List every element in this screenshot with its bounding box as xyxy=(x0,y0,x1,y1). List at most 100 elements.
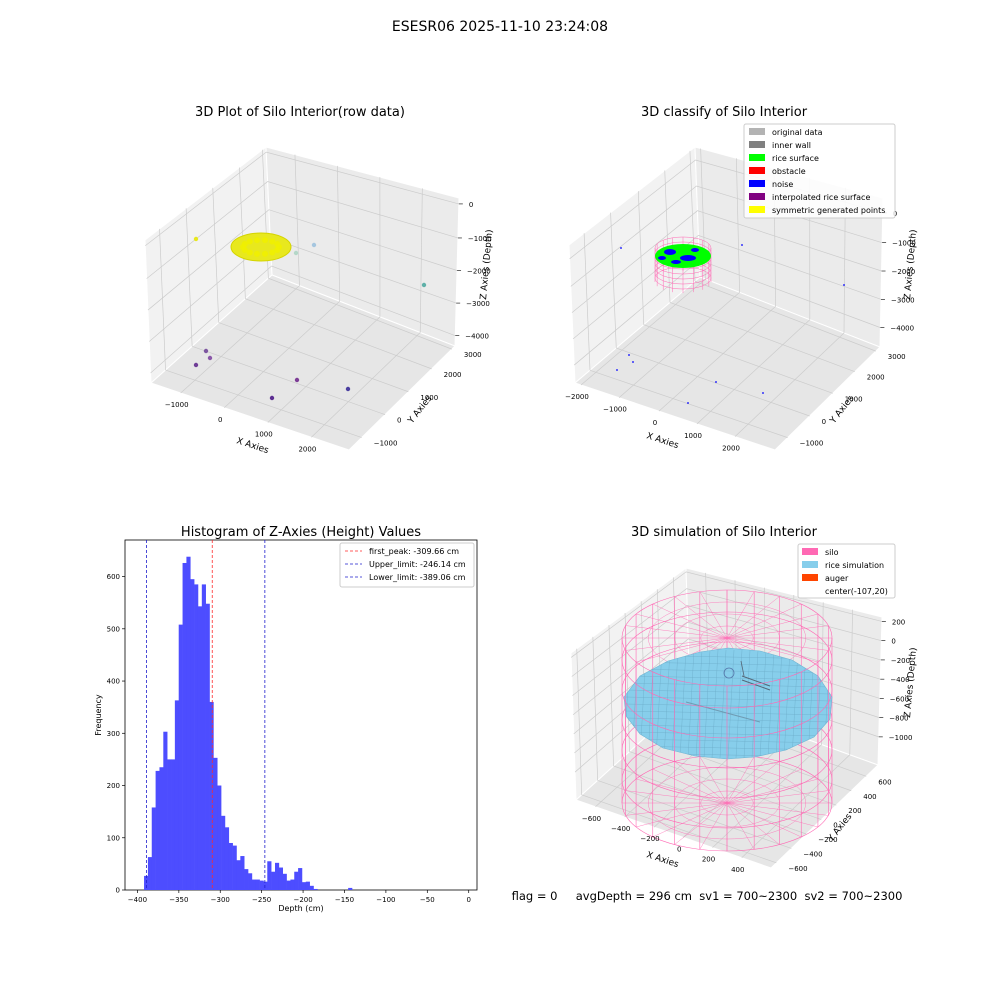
gridline xyxy=(669,302,855,373)
sim-auger xyxy=(685,660,771,723)
raw-point xyxy=(274,247,281,254)
gridline xyxy=(570,571,882,658)
gridline xyxy=(610,212,617,349)
histogram-bar xyxy=(267,861,272,890)
legend-label: first_peak: -309.66 cm xyxy=(369,547,459,556)
silo-ring xyxy=(621,749,833,799)
x-tick-label: −2000 xyxy=(565,393,589,401)
gridline xyxy=(212,187,220,323)
gridline xyxy=(165,369,362,438)
histogram-bar xyxy=(194,584,199,890)
gridline xyxy=(736,158,740,293)
x-tick-label: −1000 xyxy=(165,401,189,409)
histogram-bar xyxy=(298,868,303,890)
sim-z-ticks: 200 0 −200 −400 −600 −800 −1000 xyxy=(878,618,912,742)
raw-point xyxy=(345,386,351,392)
histogram-bar xyxy=(274,862,280,890)
rice-mesh-line xyxy=(687,649,695,759)
y-tick-label: −200 xyxy=(818,836,837,844)
rice-mesh-line xyxy=(759,649,767,759)
histogram-y-axis-label: Frequency xyxy=(94,694,103,736)
gridline xyxy=(239,167,246,299)
x-tick-label: 0 xyxy=(677,845,681,853)
classify-x-axis-label: X Axies xyxy=(645,431,680,451)
y-tick-label: 600 xyxy=(107,573,120,581)
gridline xyxy=(267,316,381,423)
histogram-x-axis-label: Depth (cm) xyxy=(278,904,323,913)
sim-rice-surface xyxy=(623,647,833,760)
z-tick-label: −3000 xyxy=(891,296,915,304)
histogram-bar xyxy=(167,759,172,890)
x-tick-label: 2000 xyxy=(722,445,740,453)
silo-ring xyxy=(621,659,833,709)
gridline xyxy=(658,306,776,412)
x-tick-label: −300 xyxy=(211,896,230,904)
histogram-bar xyxy=(186,556,191,890)
legend-label: Lower_limit: -389.06 cm xyxy=(369,573,466,582)
histogram-x-ticks: −400 −350 −300 −250 −200 −150 −100 −50 0 xyxy=(128,890,471,904)
gridline xyxy=(576,648,583,795)
raw-point xyxy=(262,237,269,244)
gridline xyxy=(618,292,740,399)
y-tick-label: 200 xyxy=(107,782,120,790)
classify-floor-pane xyxy=(574,276,881,451)
histogram-bar xyxy=(244,869,249,890)
classify-noise-points xyxy=(616,244,845,404)
raw-point xyxy=(241,240,248,247)
x-tick-label: 1000 xyxy=(255,431,273,439)
histogram-bar xyxy=(240,856,245,890)
gridline xyxy=(159,228,166,371)
z-tick-label: −4000 xyxy=(890,325,914,333)
z-tick-label: −1000 xyxy=(468,235,492,243)
x-tick-label: −350 xyxy=(169,896,188,904)
histogram-bar xyxy=(278,867,283,890)
y-tick-label: 0 xyxy=(833,822,837,830)
gridline xyxy=(608,624,614,767)
histogram-bar xyxy=(313,888,318,890)
noise-point xyxy=(671,260,681,264)
y-tick-label: 3000 xyxy=(464,351,482,359)
sim-x-axis-label: X Axies xyxy=(645,850,680,870)
noise-point xyxy=(741,244,743,246)
histogram-bar xyxy=(282,873,287,890)
rice-mesh-line xyxy=(719,649,727,759)
gridline xyxy=(734,332,845,437)
gridline xyxy=(583,233,591,371)
gridline xyxy=(218,322,409,393)
gridline xyxy=(664,170,671,303)
rice-mesh-line xyxy=(624,682,832,688)
histogram-bar xyxy=(201,584,206,890)
panel-classify-title: 3D classify of Silo Interior xyxy=(641,105,808,120)
y-tick-label: 0 xyxy=(397,417,401,425)
histogram-bar xyxy=(228,842,233,890)
gridline xyxy=(570,185,883,287)
noise-point xyxy=(616,369,618,371)
rice-mesh-line xyxy=(703,649,711,759)
legend-swatch xyxy=(802,574,818,581)
raw-z-ticks: 0 −1000 −2000 −3000 −4000 xyxy=(455,201,492,341)
rice-mesh-line xyxy=(624,689,832,695)
gridline xyxy=(613,765,807,835)
rice-mesh-line xyxy=(751,649,759,759)
rice-mesh-line xyxy=(775,649,783,759)
legend-label: auger xyxy=(825,574,849,583)
z-tick-label: −4000 xyxy=(465,333,489,341)
silo-ring xyxy=(621,719,833,769)
y-tick-label: −600 xyxy=(788,865,807,873)
rice-mesh-line xyxy=(663,649,671,759)
y-tick-label: 0 xyxy=(822,418,826,426)
raw-point xyxy=(193,236,199,242)
x-tick-label: 2000 xyxy=(298,445,316,453)
histogram-bar xyxy=(163,731,168,890)
raw-x-axis-label: X Axies xyxy=(235,436,270,456)
raw-point xyxy=(269,395,275,401)
x-tick-label: 0 xyxy=(218,416,222,424)
histogram-y-ticks: 0 100 200 300 400 500 600 xyxy=(107,573,125,895)
histogram-bar xyxy=(147,857,153,890)
histogram-bar xyxy=(182,562,187,890)
x-tick-label: −250 xyxy=(252,896,271,904)
gridline xyxy=(589,369,788,438)
gridline xyxy=(581,794,777,864)
